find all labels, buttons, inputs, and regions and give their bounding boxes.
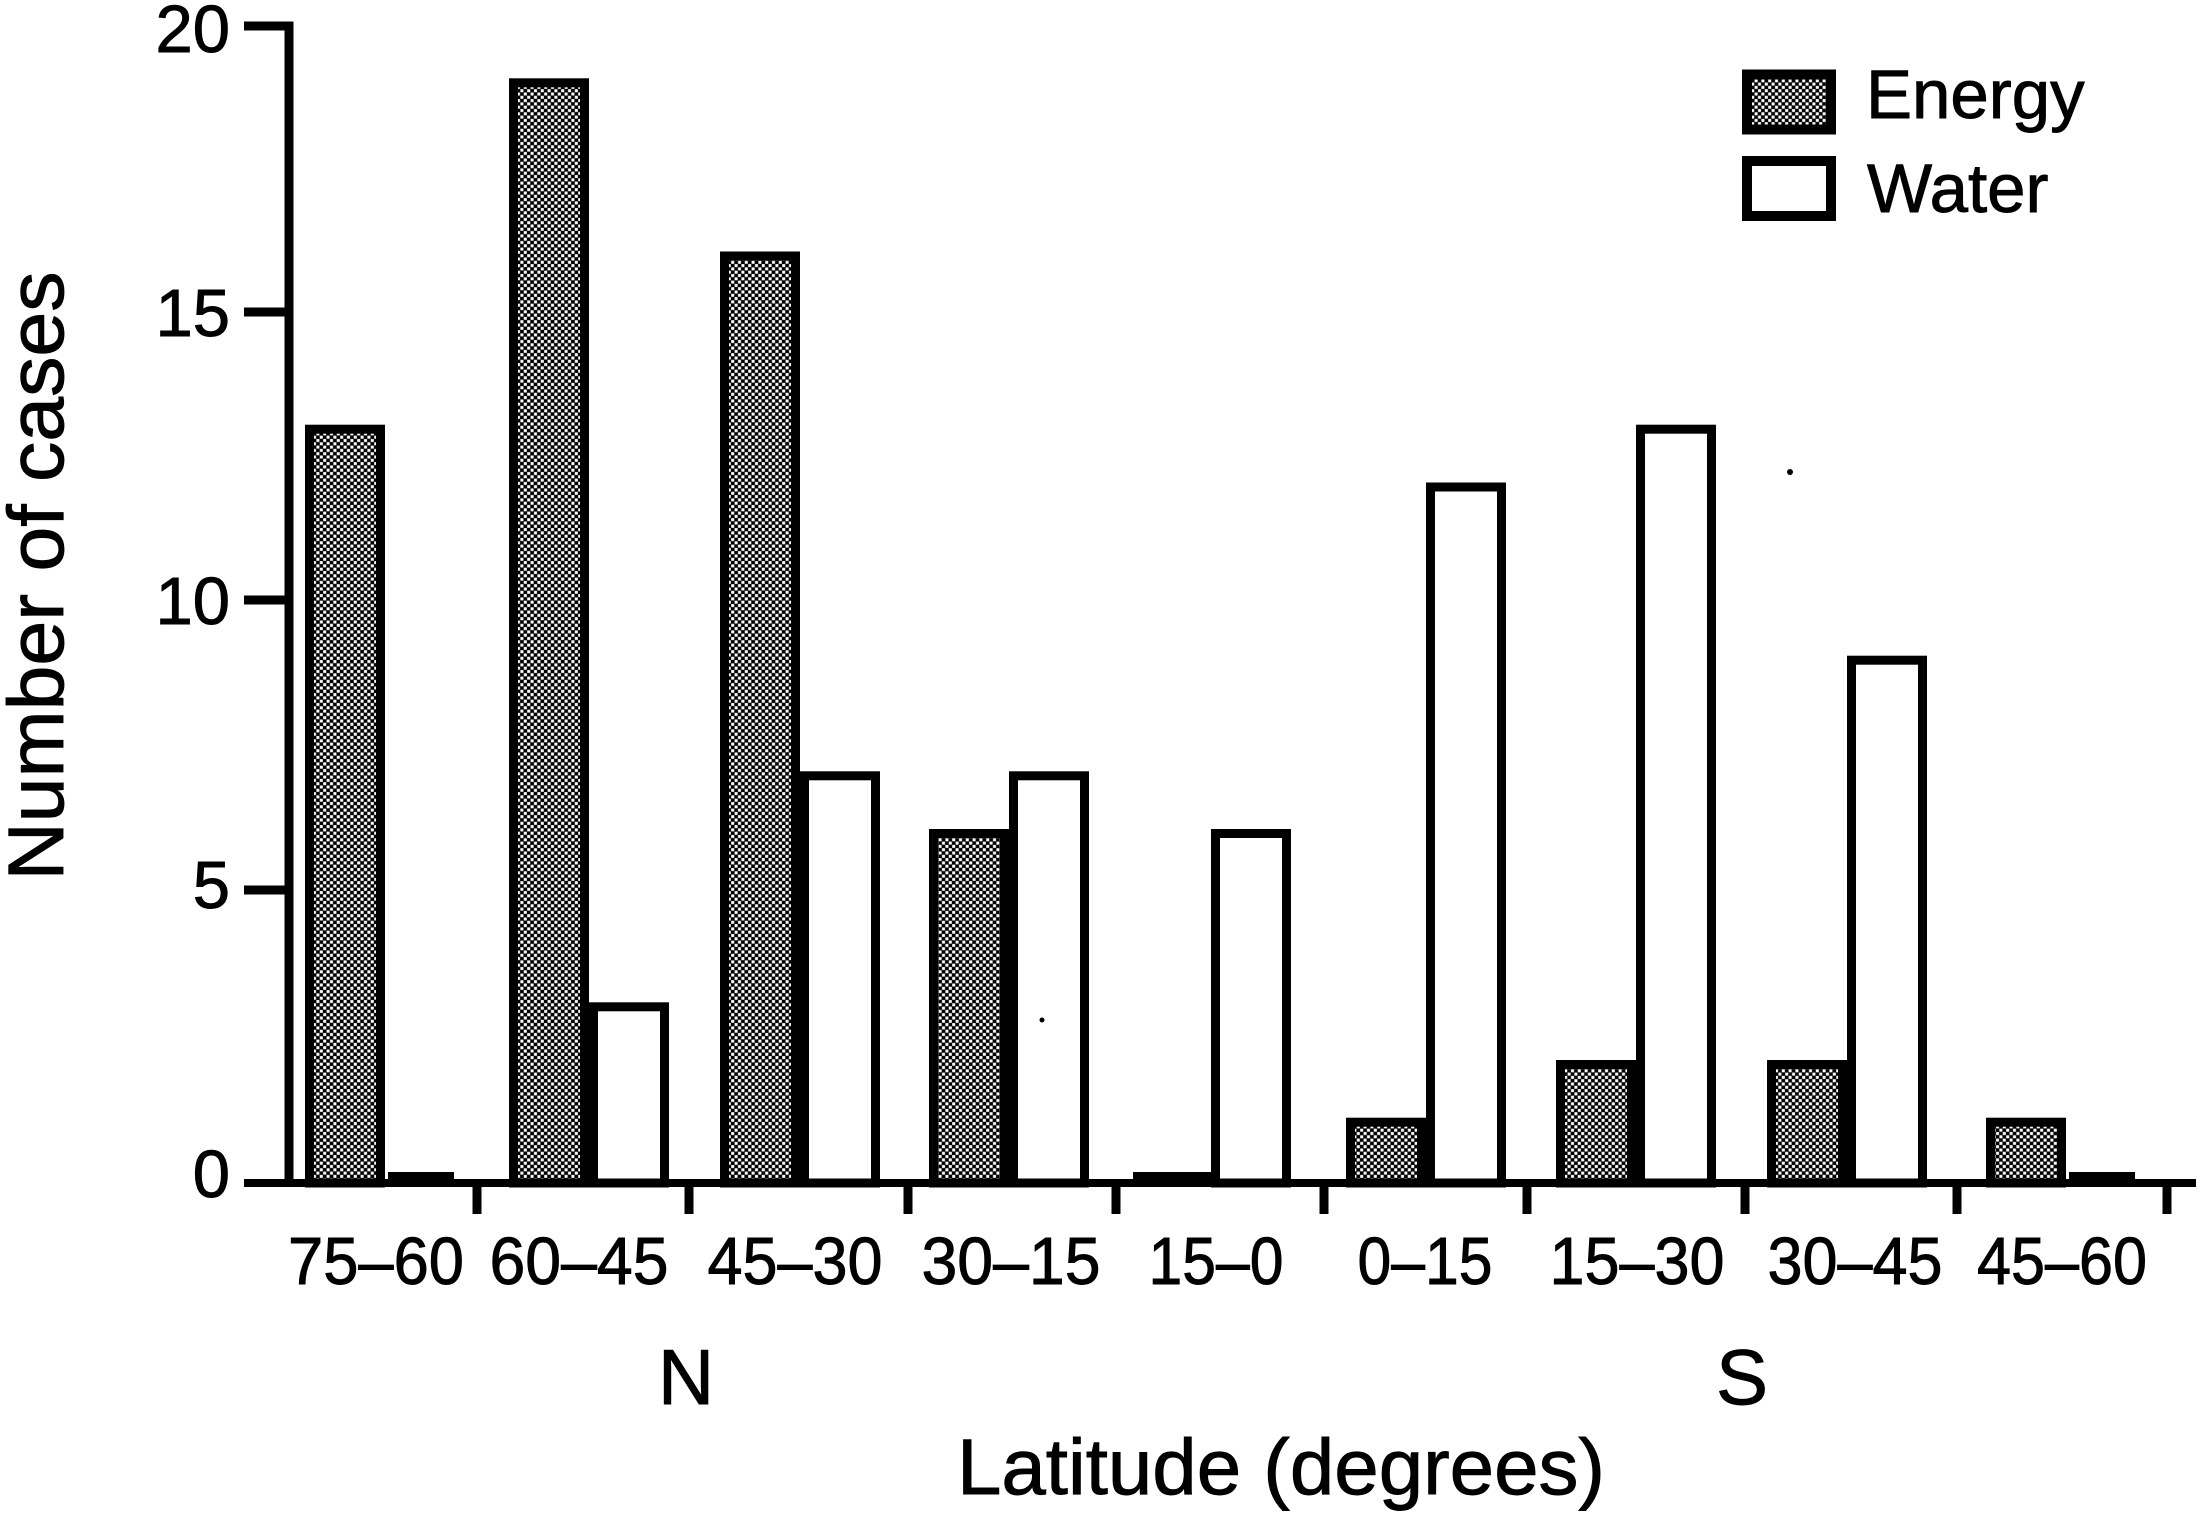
svg-text:75–60: 75–60 <box>288 1224 464 1299</box>
svg-text:Latitude (degrees): Latitude (degrees) <box>957 1422 1605 1511</box>
svg-text:20: 20 <box>155 0 230 67</box>
svg-text:Water: Water <box>1867 150 2048 227</box>
svg-text:0: 0 <box>193 1137 230 1212</box>
svg-text:30–45: 30–45 <box>1768 1224 1943 1299</box>
svg-text:10: 10 <box>155 564 230 639</box>
svg-text:N: N <box>658 1333 714 1421</box>
svg-text:15: 15 <box>155 276 230 351</box>
svg-text:S: S <box>1716 1333 1768 1421</box>
svg-text:15–30: 15–30 <box>1550 1224 1725 1299</box>
svg-text:Number of cases: Number of cases <box>0 272 80 881</box>
svg-text:0–15: 0–15 <box>1358 1224 1493 1299</box>
svg-text:45–30: 45–30 <box>708 1224 883 1299</box>
svg-text:Energy: Energy <box>1866 56 2085 133</box>
svg-text:30–15: 30–15 <box>922 1224 1101 1299</box>
svg-text:15–0: 15–0 <box>1149 1224 1284 1299</box>
svg-text:5: 5 <box>193 848 230 923</box>
svg-text:60–45: 60–45 <box>490 1224 669 1299</box>
svg-text:45–60: 45–60 <box>1977 1224 2147 1299</box>
